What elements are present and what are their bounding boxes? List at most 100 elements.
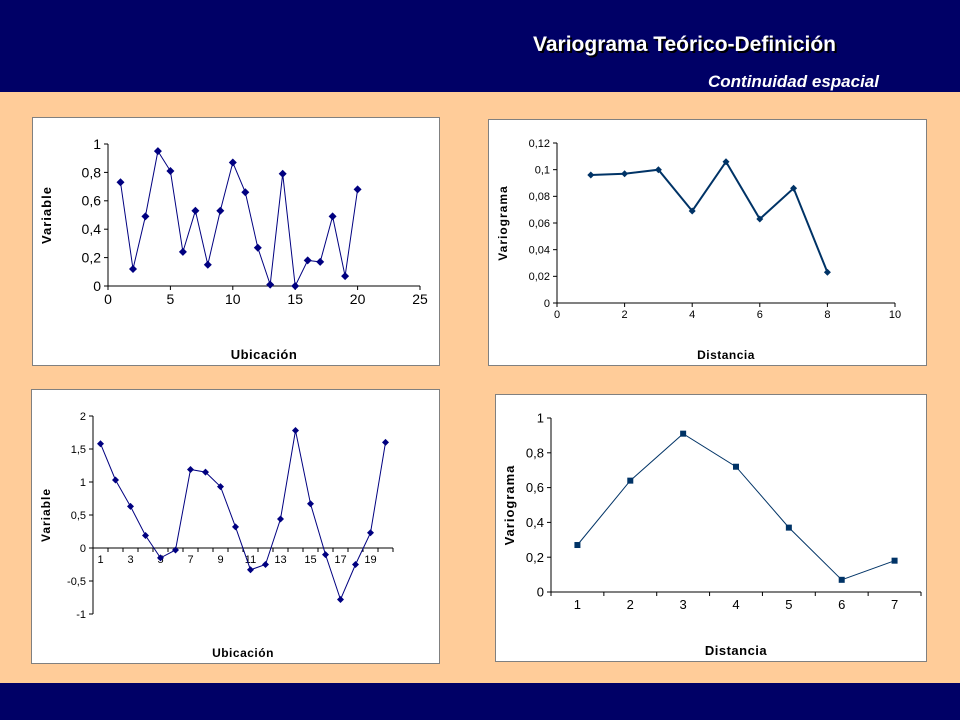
data-point	[790, 184, 798, 192]
x-axis-title: Ubicación	[212, 646, 274, 660]
x-tick-label: 20	[350, 291, 366, 307]
data-point	[680, 430, 687, 437]
data-point	[112, 476, 119, 484]
y-tick-label: -1	[76, 609, 86, 621]
data-point	[307, 500, 314, 508]
chart-variable-vs-ubicacion-2: -1-0,500,511,52135791113151719UbicaciónV…	[31, 389, 440, 664]
data-point	[228, 158, 237, 167]
series-line	[120, 149, 359, 288]
data-point	[756, 215, 764, 223]
data-point	[217, 483, 224, 491]
data-point	[97, 440, 104, 448]
slide-footer	[0, 683, 960, 720]
y-tick-label: 0,4	[526, 515, 544, 530]
data-point	[367, 529, 374, 537]
data-point	[166, 167, 175, 175]
data-point	[382, 438, 389, 446]
y-tick-label: 0	[544, 298, 550, 310]
data-point	[838, 576, 845, 583]
y-tick-label: 1	[80, 477, 86, 489]
chart-svg: 0 0,2 0,4 0,6 0,8 1 1 2 3 4 5 6 7 Distancia Variograma	[502, 411, 922, 658]
chart-variograma-vs-distancia: 0 0,02 0,04 0,06 0,08 0,1 0,12 0 2 4 6 8 10 Distancia…	[488, 119, 927, 366]
x-tick-label: 19	[364, 554, 376, 566]
chart-variable-vs-ubicacion: 0 0,2 0,4 0,6 0,8 1 0 5 10 15 20 25 Ubicación Variabl…	[32, 117, 440, 366]
y-tick-label: 0	[537, 585, 544, 600]
y-tick-label: 0	[80, 543, 86, 555]
x-tick-label: 2	[627, 597, 634, 612]
x-tick-label: 6	[757, 309, 763, 321]
data-point	[785, 524, 792, 531]
x-tick-label: 7	[891, 597, 898, 612]
data-point	[277, 515, 284, 523]
y-tick-label: 0,6	[526, 480, 544, 495]
y-tick-label: 1	[93, 136, 101, 152]
data-point	[337, 596, 344, 603]
y-tick-label: 0,02	[529, 271, 550, 283]
data-point	[172, 546, 179, 554]
y-tick-label: 0,08	[529, 191, 550, 203]
series-line	[577, 433, 895, 581]
series-line	[590, 159, 829, 273]
x-tick-label: 4	[732, 597, 739, 612]
y-tick-label: 0,06	[529, 218, 550, 230]
data-point	[574, 542, 581, 549]
x-tick-label: 6	[838, 597, 845, 612]
data-point	[352, 561, 359, 568]
data-point	[157, 554, 164, 562]
y-tick-label: 0,1	[535, 165, 550, 177]
data-point	[733, 463, 739, 470]
data-point	[191, 206, 200, 215]
x-tick-label: 7	[187, 554, 193, 566]
data-point	[241, 188, 250, 197]
data-point	[291, 282, 300, 290]
data-point	[203, 260, 212, 269]
y-tick-label: -0,5	[67, 576, 86, 588]
data-point	[266, 280, 275, 289]
y-axis-title: Variable	[39, 488, 53, 542]
data-point	[187, 466, 194, 473]
chart-svg: 00,20,40,60,810 5 10 15 20 25UbicaciónVariabl…	[39, 136, 428, 362]
data-point	[232, 523, 239, 531]
data-point	[153, 147, 162, 156]
slide-subtitle: Continuidad espacial	[708, 72, 879, 91]
y-axis-title: Variograma	[502, 465, 517, 546]
y-tick-label: 0,2	[82, 250, 102, 266]
x-axis-title: Ubicación	[231, 347, 298, 362]
x-tick-label: 4	[689, 309, 695, 321]
data-point	[654, 166, 662, 174]
chart-svg: -1-0,500,511,52135791113151719UbicaciónV…	[39, 411, 394, 660]
data-point	[202, 468, 209, 476]
x-tick-label: 5	[785, 597, 792, 612]
x-tick-label: 10	[889, 309, 901, 321]
data-point	[341, 272, 350, 281]
x-tick-label: 15	[287, 291, 303, 307]
chart-variograma-vs-distancia-2: 0 0,2 0,4 0,6 0,8 1 1 2 3 4 5 6 7 Distancia Variograma	[495, 394, 927, 662]
x-tick-label: 11	[245, 554, 256, 566]
x-tick-label: 3	[680, 597, 687, 612]
data-point	[688, 207, 696, 215]
data-point	[322, 551, 329, 559]
data-point	[141, 212, 150, 221]
y-tick-label: 0,8	[526, 445, 544, 460]
series-line	[100, 430, 386, 601]
data-point	[316, 257, 325, 266]
y-axis-title: Variable	[39, 186, 54, 244]
y-tick-label: 0,5	[71, 510, 86, 522]
y-tick-label: 0,12	[529, 138, 550, 150]
x-tick-label: 2	[622, 309, 628, 321]
data-point	[178, 247, 187, 256]
data-point	[247, 566, 254, 574]
data-point	[142, 532, 149, 539]
x-tick-label: 15	[304, 554, 316, 566]
data-point	[621, 170, 629, 178]
y-tick-label: 0,4	[82, 221, 102, 237]
data-point	[303, 256, 312, 265]
x-tick-label: 1	[574, 597, 581, 612]
data-point	[328, 212, 337, 221]
data-point	[116, 178, 125, 187]
y-tick-label: 0,6	[82, 193, 102, 209]
x-tick-label: 25	[412, 291, 428, 307]
x-axis-title: Distancia	[705, 643, 768, 658]
x-axis-title: Distancia	[697, 348, 755, 362]
x-tick-label: 8	[824, 309, 830, 321]
